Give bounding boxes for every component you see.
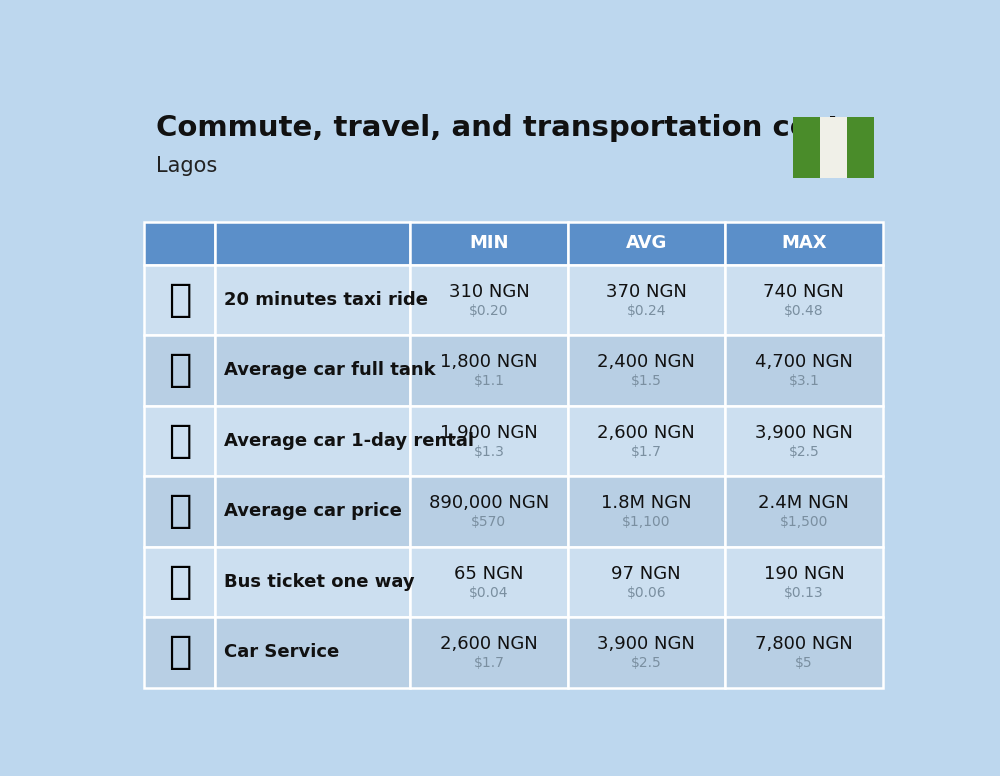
Text: 97 NGN: 97 NGN [611,565,681,583]
Bar [144,406,215,476]
Text: 1,900 NGN: 1,900 NGN [440,424,538,442]
Text: 190 NGN: 190 NGN [764,565,844,583]
Text: 2,600 NGN: 2,600 NGN [597,424,695,442]
Text: Lagos: Lagos [156,156,217,176]
Text: 🚕: 🚕 [168,281,191,319]
Text: 🚌: 🚌 [168,563,191,601]
Bar [144,222,215,265]
Text: Car Service: Car Service [224,643,339,661]
Bar [410,476,568,546]
Text: Average car price: Average car price [224,502,402,521]
Bar [410,265,568,335]
Bar [410,617,568,688]
Bar [144,335,215,406]
Bar [215,546,410,617]
Text: MAX: MAX [781,234,827,252]
Bar [568,222,725,265]
Text: 2.4M NGN: 2.4M NGN [758,494,849,512]
Text: 310 NGN: 310 NGN [449,282,529,301]
Text: 3,900 NGN: 3,900 NGN [597,636,695,653]
Text: 2,400 NGN: 2,400 NGN [597,353,695,371]
Text: 20 minutes taxi ride: 20 minutes taxi ride [224,291,428,309]
Bar [568,335,725,406]
Bar [725,476,883,546]
Text: $0.24: $0.24 [626,303,666,318]
Text: $570: $570 [471,515,506,529]
Text: $1,500: $1,500 [780,515,828,529]
Text: Commute, travel, and transportation costs: Commute, travel, and transportation cost… [156,114,858,142]
Text: 7,800 NGN: 7,800 NGN [755,636,853,653]
Bar [725,335,883,406]
Bar [725,222,883,265]
Text: $1.3: $1.3 [473,445,504,459]
Bar [215,265,410,335]
Text: 740 NGN: 740 NGN [763,282,844,301]
Text: $0.13: $0.13 [784,586,824,600]
Bar [144,617,215,688]
Bar [144,546,215,617]
Text: Bus ticket one way: Bus ticket one way [224,573,414,591]
Text: $1.7: $1.7 [473,656,504,670]
Text: $0.48: $0.48 [784,303,824,318]
Bar [568,406,725,476]
Text: $1,100: $1,100 [622,515,670,529]
Text: AVG: AVG [626,234,667,252]
Text: $1.1: $1.1 [473,374,504,388]
Bar [410,546,568,617]
Text: 🔧: 🔧 [168,633,191,671]
Bar [725,406,883,476]
Text: ⛽: ⛽ [168,352,191,390]
Bar [725,265,883,335]
Text: 3,900 NGN: 3,900 NGN [755,424,853,442]
Text: $1.5: $1.5 [631,374,662,388]
Text: $0.06: $0.06 [626,586,666,600]
Bar [820,117,847,178]
Bar [725,546,883,617]
Text: $3.1: $3.1 [788,374,819,388]
Text: 🚙: 🚙 [168,422,191,460]
Text: $0.04: $0.04 [469,586,509,600]
Bar [793,117,820,178]
Bar [215,617,410,688]
Bar [568,546,725,617]
Text: 🚗: 🚗 [168,493,191,530]
Bar [568,265,725,335]
Text: 1.8M NGN: 1.8M NGN [601,494,692,512]
Bar [410,406,568,476]
Text: 2,600 NGN: 2,600 NGN [440,636,538,653]
Text: 1,800 NGN: 1,800 NGN [440,353,538,371]
Bar [568,476,725,546]
Bar [410,222,568,265]
Bar [847,117,874,178]
Bar [215,222,410,265]
Text: Average car 1-day rental: Average car 1-day rental [224,432,474,450]
Text: MIN: MIN [469,234,509,252]
Text: $1.7: $1.7 [631,445,662,459]
Bar [215,335,410,406]
Text: 370 NGN: 370 NGN [606,282,687,301]
Text: 890,000 NGN: 890,000 NGN [429,494,549,512]
Bar [144,476,215,546]
Bar [725,617,883,688]
Text: $2.5: $2.5 [631,656,662,670]
Text: 4,700 NGN: 4,700 NGN [755,353,853,371]
Text: 65 NGN: 65 NGN [454,565,524,583]
Text: Average car full tank: Average car full tank [224,362,435,379]
Bar [215,476,410,546]
Text: $2.5: $2.5 [789,445,819,459]
Text: $5: $5 [795,656,813,670]
Bar [568,617,725,688]
Text: $0.20: $0.20 [469,303,509,318]
Bar [410,335,568,406]
Bar [144,265,215,335]
Bar [215,406,410,476]
